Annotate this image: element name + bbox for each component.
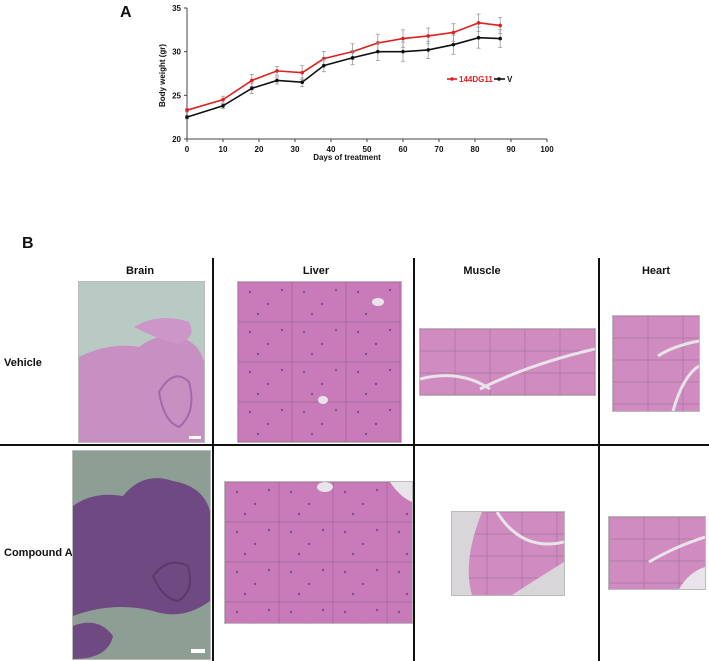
x-tick-label: 10 xyxy=(219,145,228,154)
column-header-heart: Heart xyxy=(641,265,671,277)
x-axis-label: Days of treatment xyxy=(313,153,381,162)
data-point xyxy=(376,49,380,54)
data-point xyxy=(350,55,355,60)
column-header-muscle: Muscle xyxy=(463,265,501,277)
data-point xyxy=(185,108,189,112)
heart-compound-a-micrograph xyxy=(608,516,706,590)
legend-marker-2 xyxy=(497,77,501,81)
data-point xyxy=(426,48,431,52)
x-tick-label: 70 xyxy=(435,145,444,154)
data-point xyxy=(300,70,304,75)
muscle-compound-a-micrograph xyxy=(451,511,565,596)
data-point xyxy=(426,34,431,38)
row-divider xyxy=(0,444,709,446)
data-point xyxy=(451,30,456,35)
data-point xyxy=(451,42,456,47)
data-point xyxy=(498,36,503,41)
data-point xyxy=(322,63,326,68)
data-point xyxy=(221,97,225,102)
legend-label-1: 144DG11 xyxy=(459,75,493,84)
data-point xyxy=(250,78,254,83)
column-header-liver: Liver xyxy=(302,265,330,277)
data-point xyxy=(401,49,405,54)
data-point xyxy=(185,115,189,119)
y-tick-label: 20 xyxy=(172,135,181,144)
liver-vehicle-micrograph xyxy=(237,281,402,443)
legend-label-2: V xyxy=(507,75,513,84)
data-point xyxy=(275,78,279,83)
data-point xyxy=(221,104,225,108)
x-tick-label: 100 xyxy=(540,145,554,154)
x-tick-label: 0 xyxy=(185,145,190,154)
grid-divider-3 xyxy=(598,258,600,661)
row-header-compound-a: Compound A xyxy=(4,547,73,559)
legend-marker-1 xyxy=(450,77,454,81)
x-tick-label: 20 xyxy=(255,145,264,154)
brain-vehicle-micrograph xyxy=(78,281,205,443)
y-axis-label: Body weight (gr) xyxy=(158,44,167,107)
y-tick-label: 30 xyxy=(172,48,181,57)
x-tick-label: 50 xyxy=(363,145,372,154)
heart-vehicle-micrograph xyxy=(612,315,700,412)
data-point xyxy=(300,80,304,85)
data-point xyxy=(498,23,503,28)
data-point xyxy=(476,21,481,25)
panel-b-label: B xyxy=(22,235,34,252)
row-header-vehicle: Vehicle xyxy=(4,357,42,369)
data-point xyxy=(250,86,254,91)
x-tick-label: 40 xyxy=(327,145,336,154)
column-header-brain: Brain xyxy=(125,265,155,277)
data-point xyxy=(275,69,279,73)
body-weight-chart: 20 25 30 35 0 10 20 30 40 50 60 70 80 90 100 Days of tr… xyxy=(158,4,554,162)
liver-compound-a-micrograph xyxy=(224,481,413,624)
muscle-vehicle-micrograph xyxy=(419,328,596,396)
grid-divider-1 xyxy=(212,258,214,661)
brain-compound-a-micrograph xyxy=(72,450,211,660)
y-tick-label: 35 xyxy=(172,4,181,13)
data-point xyxy=(401,36,405,41)
data-point xyxy=(476,35,481,40)
y-tick-label: 25 xyxy=(172,91,181,100)
x-tick-label: 80 xyxy=(471,145,480,154)
x-tick-label: 60 xyxy=(399,145,408,154)
x-tick-label: 30 xyxy=(291,145,300,154)
grid-divider-2 xyxy=(413,258,415,661)
panel-a-label: A xyxy=(120,4,132,21)
x-tick-label: 90 xyxy=(507,145,516,154)
